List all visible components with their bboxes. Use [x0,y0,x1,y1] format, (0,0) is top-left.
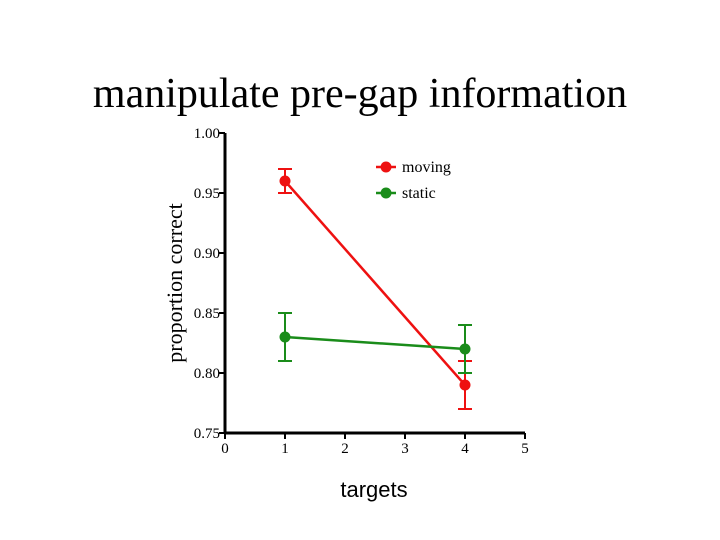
legend-label-static: static [402,185,436,202]
data-point-static [279,331,291,343]
series-line-static [284,335,466,351]
series-line-moving [284,180,466,386]
chart-axes: 0.75 0.80 0.85 0.90 0.95 1.00 0 1 2 3 4 5 [194,126,529,457]
legend-marker-moving [380,161,392,173]
data-point-static [459,343,471,355]
y-tick-label: 0.95 [194,186,220,202]
y-tick-label: 0.80 [194,366,220,382]
y-tick-label: 0.90 [194,246,220,262]
chart-legend: moving static [376,159,451,202]
y-tick-label: 0.85 [194,306,220,322]
y-tick-label: 0.75 [194,426,220,442]
x-tick-label: 4 [461,441,469,457]
x-tick-label: 1 [281,441,289,457]
data-point-moving [459,379,471,391]
x-axis-label: targets [340,477,407,502]
x-tick-label: 0 [221,441,229,457]
y-axis-label: proportion correct [162,203,187,362]
data-point-moving [279,175,291,187]
slide-title: manipulate pre-gap information [92,71,628,117]
chart-series [278,168,472,410]
x-tick-label: 3 [401,441,409,457]
y-tick-label: 1.00 [194,126,220,142]
legend-marker-static [380,187,392,199]
x-tick-label: 2 [341,441,349,457]
x-tick-label: 5 [521,441,529,457]
legend-label-moving: moving [402,159,451,176]
